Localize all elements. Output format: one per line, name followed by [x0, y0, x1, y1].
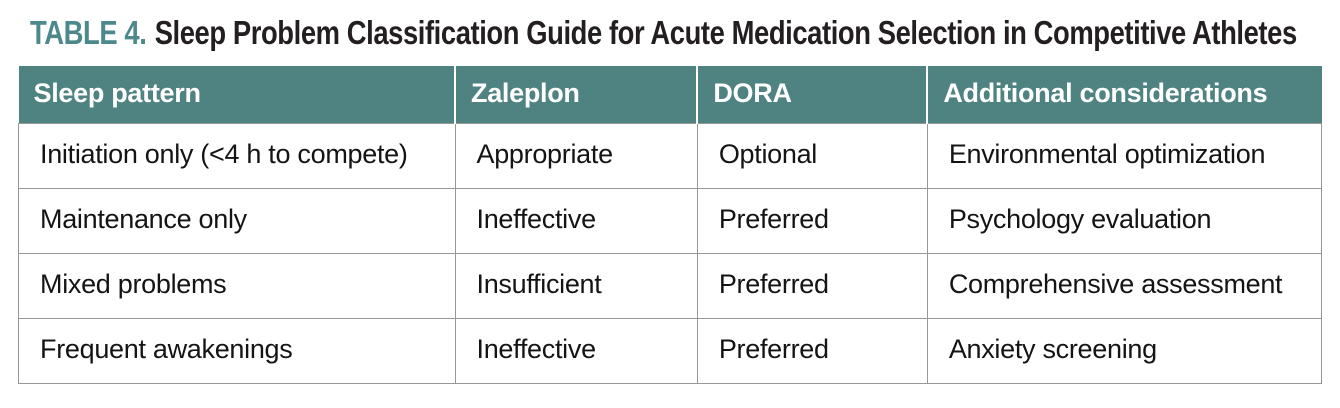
column-header-zaleplon: Zaleplon	[453, 66, 698, 123]
cell-dora: Preferred	[696, 317, 928, 384]
table-title: TABLE 4. Sleep Problem Classification Gui…	[30, 14, 1297, 52]
cell-additional-considerations: Psychology evaluation	[926, 187, 1323, 254]
table-row: Initiation only (<4 h to compete) Approp…	[18, 122, 1323, 189]
cell-zaleplon: Ineffective	[454, 317, 698, 384]
column-header-additional-considerations: Additional considerations	[926, 66, 1322, 123]
cell-dora: Preferred	[696, 252, 928, 319]
cell-sleep-pattern: Mixed problems	[18, 252, 456, 319]
cell-dora: Preferred	[696, 187, 928, 254]
cell-sleep-pattern: Frequent awakenings	[18, 317, 456, 384]
column-header-sleep-pattern: Sleep pattern	[18, 66, 455, 123]
classification-table: Sleep pattern Zaleplon DORA Additional c…	[18, 66, 1323, 384]
cell-dora: Optional	[696, 122, 928, 189]
cell-zaleplon: Insufficient	[454, 252, 698, 319]
cell-sleep-pattern: Initiation only (<4 h to compete)	[18, 122, 456, 189]
cell-additional-considerations: Comprehensive assessment	[926, 252, 1323, 319]
table-header-row: Sleep pattern Zaleplon DORA Additional c…	[18, 66, 1322, 123]
table-number-label: TABLE 4.	[30, 14, 147, 51]
table-title-text: Sleep Problem Classification Guide for A…	[154, 14, 1297, 51]
cell-sleep-pattern: Maintenance only	[18, 187, 456, 254]
cell-additional-considerations: Anxiety screening	[926, 317, 1323, 384]
table-row: Mixed problems Insufficient Preferred Co…	[18, 252, 1323, 319]
cell-zaleplon: Ineffective	[454, 187, 698, 254]
cell-zaleplon: Appropriate	[454, 122, 698, 189]
column-header-dora: DORA	[696, 66, 928, 123]
table-row: Maintenance only Ineffective Preferred P…	[18, 187, 1323, 254]
table-row: Frequent awakenings Ineffective Preferre…	[18, 317, 1323, 384]
cell-additional-considerations: Environmental optimization	[926, 122, 1323, 189]
